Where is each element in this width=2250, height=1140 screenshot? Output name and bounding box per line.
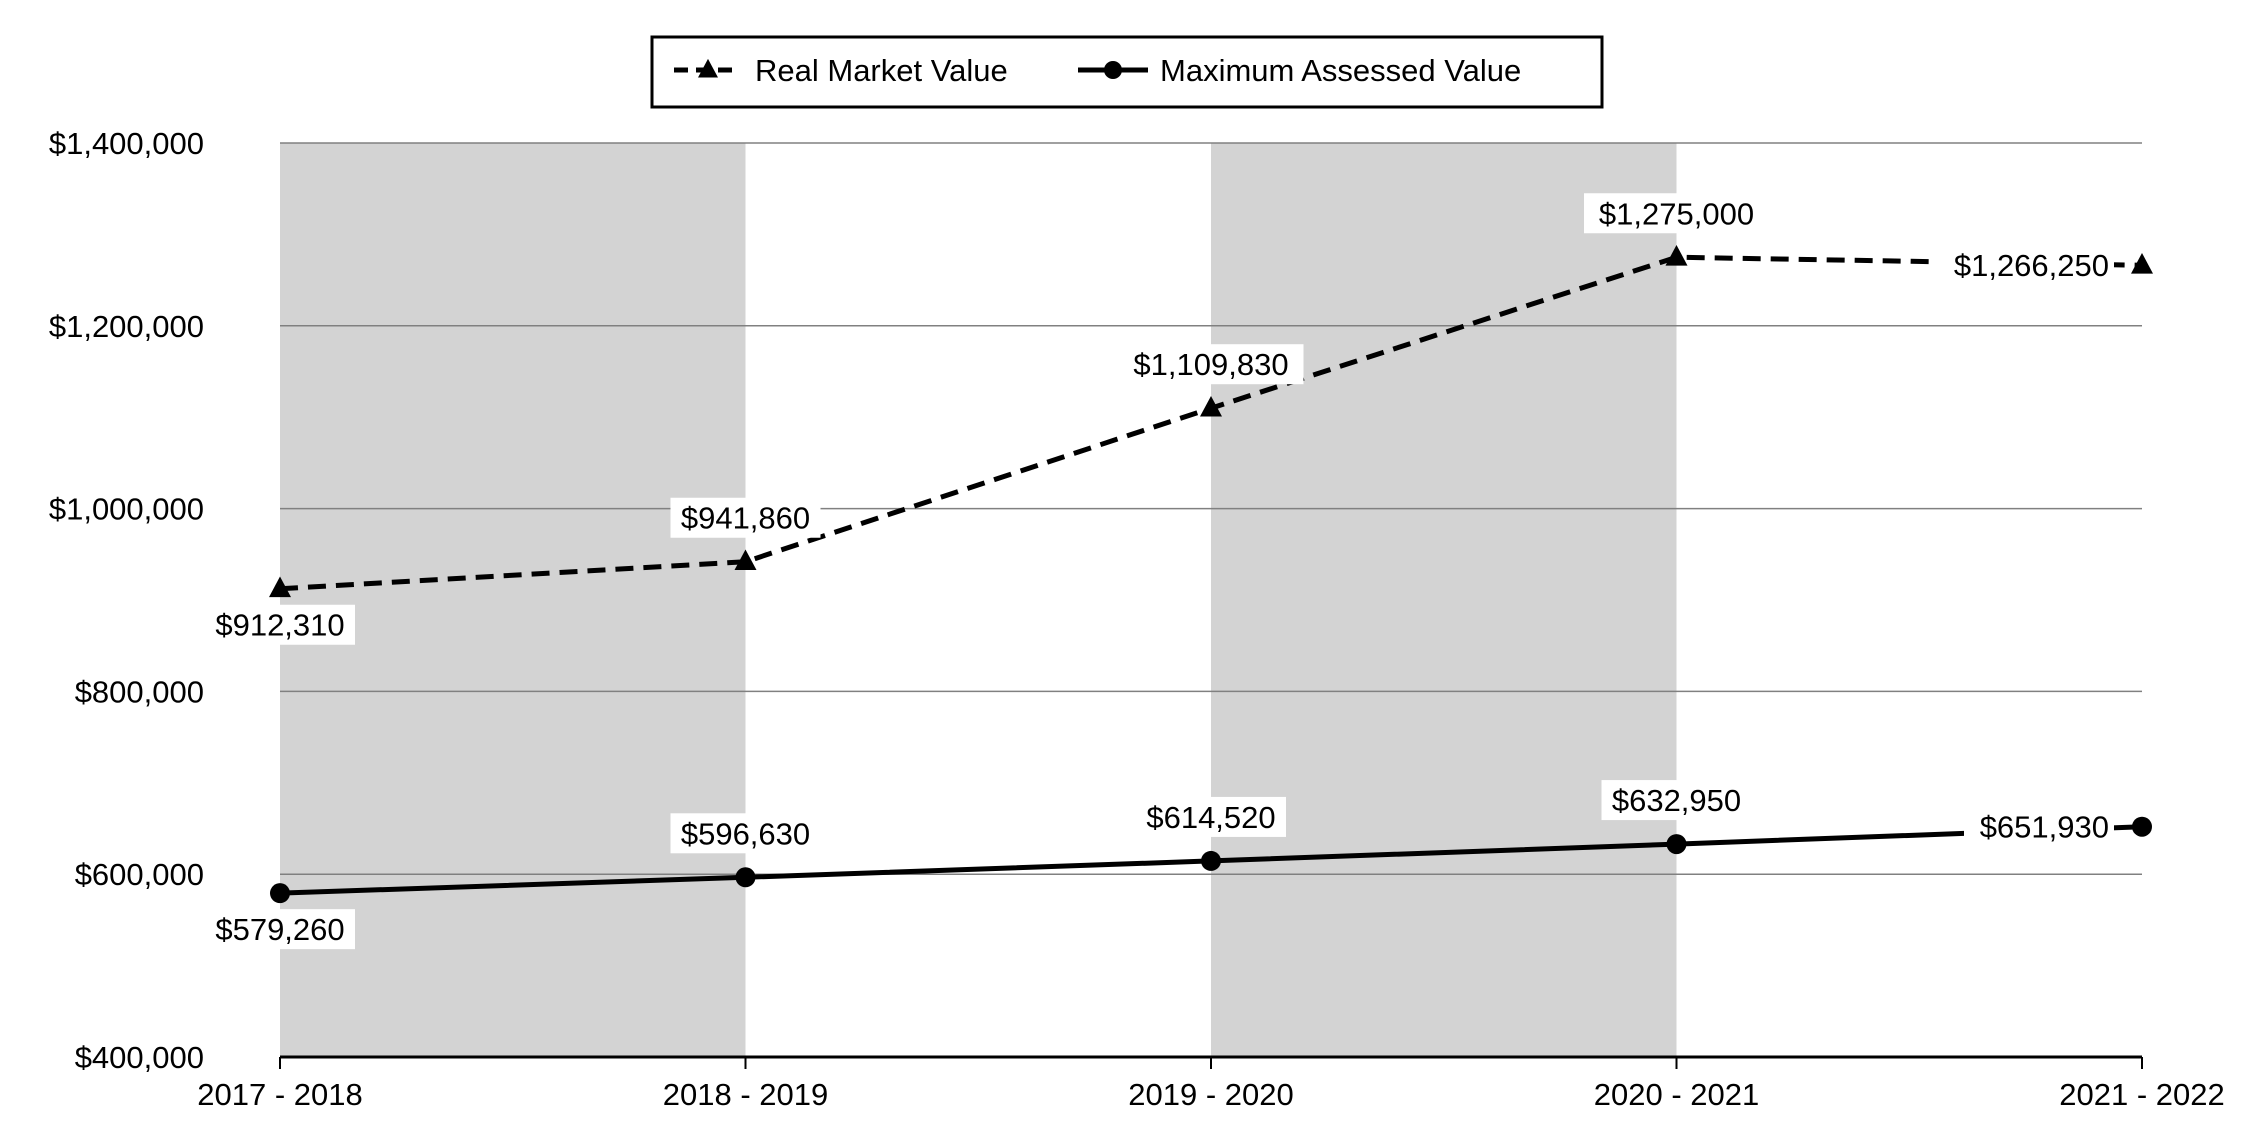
data-label-background: [670, 813, 821, 854]
y-tick-label: $800,000: [75, 674, 204, 709]
real-market-value-data-label: $1,109,830: [1133, 347, 1288, 382]
x-tick-label: 2020 - 2021: [1594, 1077, 1759, 1112]
x-tick-label: 2018 - 2019: [663, 1077, 828, 1112]
real-market-value-data-label: $1,275,000: [1599, 196, 1754, 231]
maximum-assessed-value-data-label: $651,930: [1980, 810, 2109, 845]
real-market-value-data-label: $941,860: [681, 501, 810, 536]
data-label-background: [1118, 344, 1304, 385]
maximum-assessed-value-point-marker: [1201, 850, 1221, 871]
data-label-background: [670, 497, 821, 538]
maximum-assessed-value-data-label: $632,950: [1612, 783, 1741, 818]
legend-label-maximum-assessed-value: Maximum Assessed Value: [1160, 53, 1521, 88]
x-tick-label: 2017 - 2018: [197, 1077, 362, 1112]
maximum-assessed-value-data-label: $579,260: [215, 912, 344, 947]
data-labels: $912,310 $941,860 $1,109,830 $1,275,000 $1,2…: [205, 193, 2114, 950]
data-label-background: [1601, 780, 1752, 821]
y-tick-label: $1,400,000: [49, 126, 204, 161]
maximum-assessed-value-point-marker: [270, 883, 290, 904]
data-label-background: [1929, 245, 2114, 286]
data-label-background: [1584, 193, 1769, 234]
shaded-bands: [280, 143, 1677, 1057]
maximum-assessed-value-point-marker: [2132, 816, 2152, 837]
legend-marker-maximum-assessed-value: [1104, 61, 1122, 79]
gridlines: [280, 142, 2142, 875]
x-tick-label: 2019 - 2020: [1128, 1077, 1293, 1112]
real-market-value-data-label: $912,310: [215, 608, 344, 643]
maximum-assessed-value-data-label: $614,520: [1146, 800, 1275, 835]
data-label-background: [1964, 806, 2114, 847]
maximum-assessed-value-data-label: $596,630: [681, 816, 810, 851]
shaded-band: [280, 143, 746, 1057]
shaded-band: [1211, 143, 1677, 1057]
data-label-background: [205, 604, 355, 645]
real-market-value-point-marker: [2131, 252, 2153, 274]
y-axis-ticks: $400,000 $600,000 $800,000 $1,000,000 $1,200…: [49, 126, 204, 1075]
series-layer: [269, 244, 2153, 904]
real-market-value-point-marker: [734, 549, 757, 571]
real-market-value-point-marker: [1200, 395, 1222, 417]
x-axis-ticks: 2017 - 2018 2018 - 2019 2019 - 2020 2020 - …: [197, 1057, 2225, 1112]
y-tick-label: $1,000,000: [49, 492, 204, 527]
data-label-background: [1136, 796, 1286, 837]
real-market-value-data-label: $1,266,250: [1954, 248, 2109, 283]
y-tick-label: $400,000: [75, 1040, 204, 1075]
x-tick-label: 2021 - 2022: [2059, 1077, 2224, 1112]
y-tick-label: $1,200,000: [49, 309, 204, 344]
y-tick-label: $600,000: [75, 857, 204, 892]
maximum-assessed-value-point-marker: [735, 867, 756, 888]
real-market-value-point-marker: [1665, 244, 1688, 266]
legend: Real Market Value Maximum Assessed Value: [650, 35, 1604, 109]
real-market-value-point-marker: [269, 576, 291, 598]
maximum-assessed-value-point-marker: [1666, 834, 1687, 855]
data-label-background: [205, 909, 355, 950]
legend-label-real-market-value: Real Market Value: [755, 53, 1008, 88]
legend-marker-real-market-value: [698, 58, 718, 78]
